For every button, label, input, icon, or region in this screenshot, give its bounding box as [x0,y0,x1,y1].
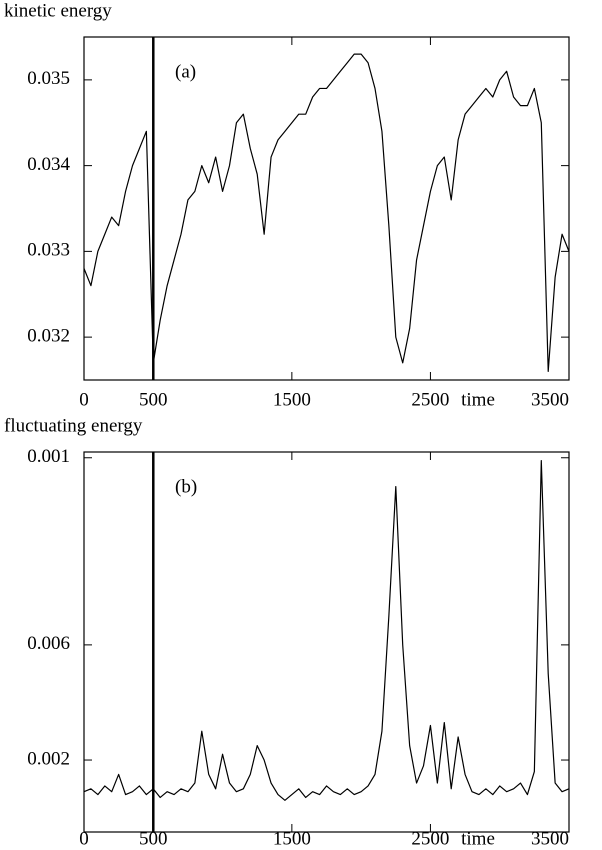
x-tick-label: 500 [139,389,168,410]
x-tick-label: 1500 [273,828,311,849]
plot-frame [83,451,570,833]
data-line [83,460,570,801]
plot-frame [83,36,570,381]
x-axis-label: time [461,389,495,410]
panel-label: (a) [175,61,196,82]
panel-label: (b) [175,476,197,497]
x-tick-label: 3500 [531,828,569,849]
y-tick-label: 0.035 [27,68,70,89]
x-tick-label: 3500 [531,389,569,410]
x-tick-label: 2500 [411,828,449,849]
x-tick-label: 2500 [411,389,449,410]
data-line [83,53,570,373]
x-tick-label: 1500 [273,389,311,410]
x-tick-label: 500 [139,828,168,849]
x-tick-label: 0 [79,828,89,849]
x-tick-label: 0 [79,389,89,410]
y-tick-label: 0.033 [27,240,70,261]
y-tick-label: 0.002 [27,748,70,769]
x-axis-label: time [461,828,495,849]
y-tick-label: 0.001 [27,446,70,467]
y-axis-label: kinetic energy [4,0,112,21]
y-axis-label: fluctuating energy [4,415,143,436]
y-tick-label: 0.032 [27,325,70,346]
y-tick-label: 0.006 [27,633,70,654]
y-tick-label: 0.034 [27,154,70,175]
